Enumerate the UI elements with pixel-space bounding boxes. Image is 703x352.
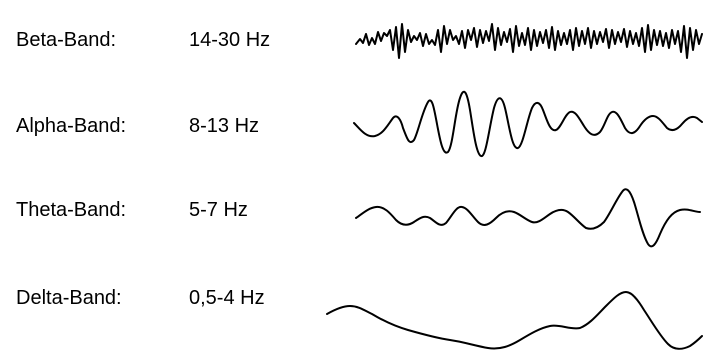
band-name-theta: Theta-Band: — [16, 199, 127, 221]
band-name-delta: Delta-Band: — [16, 287, 122, 309]
band-row-theta: Theta-Band: 5-7 Hz — [0, 184, 703, 244]
band-row-beta: Beta-Band: 14-30 Hz — [0, 18, 703, 78]
band-name-beta: Beta-Band: — [16, 29, 117, 51]
band-name-alpha: Alpha-Band: — [16, 115, 127, 137]
band-row-delta: Delta-Band: 0,5-4 Hz — [0, 276, 703, 336]
band-range-beta: 14-30 Hz — [189, 29, 271, 51]
band-range-delta: 0,5-4 Hz — [189, 287, 265, 309]
band-range-alpha: 8-13 Hz — [189, 115, 260, 137]
band-range-theta: 5-7 Hz — [189, 199, 248, 221]
band-row-alpha: Alpha-Band: 8-13 Hz — [0, 100, 703, 160]
